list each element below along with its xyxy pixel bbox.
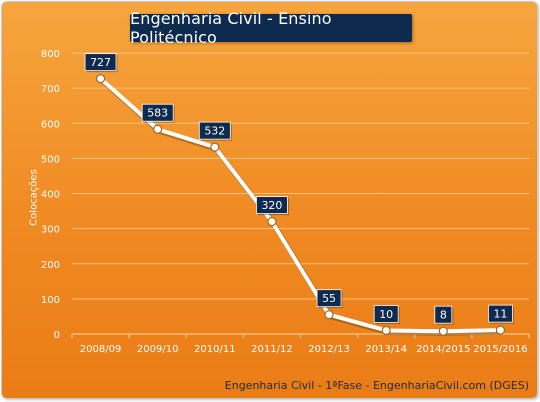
- chart-title: Engenharia Civil - Ensino Politécnico: [130, 9, 332, 47]
- y-tick-label: 200: [41, 260, 60, 271]
- data-label-box: [434, 305, 453, 324]
- data-point: [381, 325, 391, 336]
- x-tick-label: 2008/09: [80, 344, 122, 355]
- x-tick-label: 2010/11: [194, 344, 236, 355]
- data-point: [210, 142, 220, 152]
- chart-title-box: Engenharia Civil - Ensino Politécnico: [130, 9, 412, 47]
- data-label-box: [256, 196, 288, 215]
- data-label: 11: [493, 308, 507, 321]
- x-tick-label: 2012/13: [308, 344, 350, 355]
- data-point: [438, 326, 448, 336]
- data-label: 8: [440, 309, 447, 322]
- data-point: [95, 74, 106, 84]
- x-tick-label: 2013/14: [365, 344, 407, 355]
- data-label-box: [316, 289, 342, 308]
- series-line: [99, 77, 501, 334]
- y-tick-label: 700: [41, 84, 60, 95]
- data-point: [495, 325, 506, 335]
- x-tick-label: 2011/12: [251, 344, 293, 355]
- data-label-box: [198, 121, 231, 140]
- chart-footer: Engenharia Civil - 1ªFase - EngenhariaCi…: [224, 379, 529, 392]
- data-label-box: [84, 53, 117, 72]
- y-tick-label: 600: [41, 119, 60, 130]
- x-tick-label: 2014/2015: [416, 344, 470, 355]
- data-label: 320: [261, 199, 282, 212]
- y-tick-label: 100: [41, 295, 60, 306]
- data-label-box: [141, 103, 174, 122]
- data-label-box: [373, 305, 399, 323]
- x-tick-label: 2015/2016: [473, 344, 527, 355]
- data-label: 727: [90, 56, 111, 69]
- data-label: 10: [379, 308, 393, 321]
- y-tick-label: 300: [41, 225, 60, 236]
- y-axis-label: Colocações: [28, 169, 40, 226]
- data-label-box: [488, 304, 513, 323]
- data-label: 532: [204, 125, 225, 138]
- y-tick-label: 800: [41, 49, 60, 60]
- data-point: [324, 310, 334, 320]
- y-tick-label: 500: [41, 154, 60, 165]
- data-label: 583: [147, 107, 168, 120]
- data-label: 55: [322, 292, 336, 305]
- y-tick-label: 0: [54, 330, 60, 341]
- y-tick-label: 400: [41, 190, 60, 201]
- data-point: [153, 124, 163, 134]
- x-tick-label: 2009/10: [137, 344, 179, 355]
- data-point: [267, 217, 277, 227]
